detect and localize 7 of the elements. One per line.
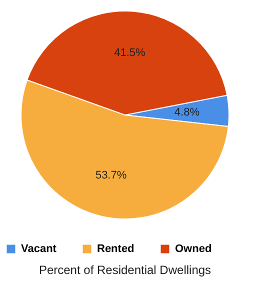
text: Percent of Residential Dwellings (38, 263, 212, 277)
legend-label: Rented (97, 243, 134, 255)
data-label: 4.8% (174, 106, 200, 119)
legend-label: Owned (175, 243, 212, 255)
data-label: 53.7% (95, 169, 127, 182)
legend-label: Vacant (21, 243, 57, 255)
data-label: 41.5% (114, 47, 146, 60)
